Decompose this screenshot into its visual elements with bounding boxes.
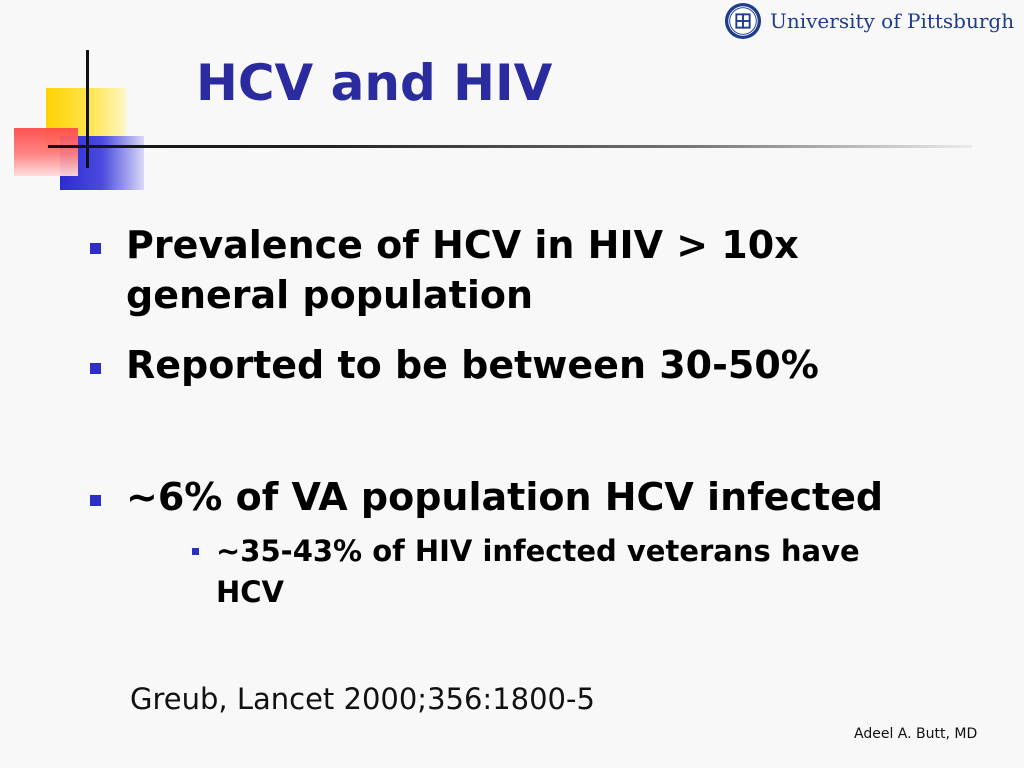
bullet-reported: Reported to be between 30-50% bbox=[126, 343, 819, 387]
sub-bullet-veterans: ~35-43% of HIV infected veterans have HC… bbox=[216, 534, 860, 609]
decor-red-square bbox=[14, 128, 78, 176]
citation: Greub, Lancet 2000;356:1800-5 bbox=[130, 682, 595, 716]
bullet-marker bbox=[90, 363, 101, 374]
bullet-marker bbox=[90, 495, 101, 506]
decor-vertical-line bbox=[86, 50, 89, 168]
bullet-prevalence: Prevalence of HCV in HIV > 10x general p… bbox=[126, 223, 799, 318]
university-name: University of Pittsburgh bbox=[770, 9, 1015, 33]
sub-bullet-marker bbox=[192, 548, 199, 555]
title-underline bbox=[48, 145, 972, 148]
bullet-va-population: ~6% of VA population HCV infected bbox=[126, 475, 884, 519]
bullet-marker bbox=[90, 243, 101, 254]
slide-title: HCV and HIV bbox=[196, 54, 553, 112]
author-name: Adeel A. Butt, MD bbox=[854, 726, 978, 742]
university-seal-icon bbox=[724, 2, 762, 40]
university-logo: University of Pittsburgh bbox=[724, 0, 1024, 42]
